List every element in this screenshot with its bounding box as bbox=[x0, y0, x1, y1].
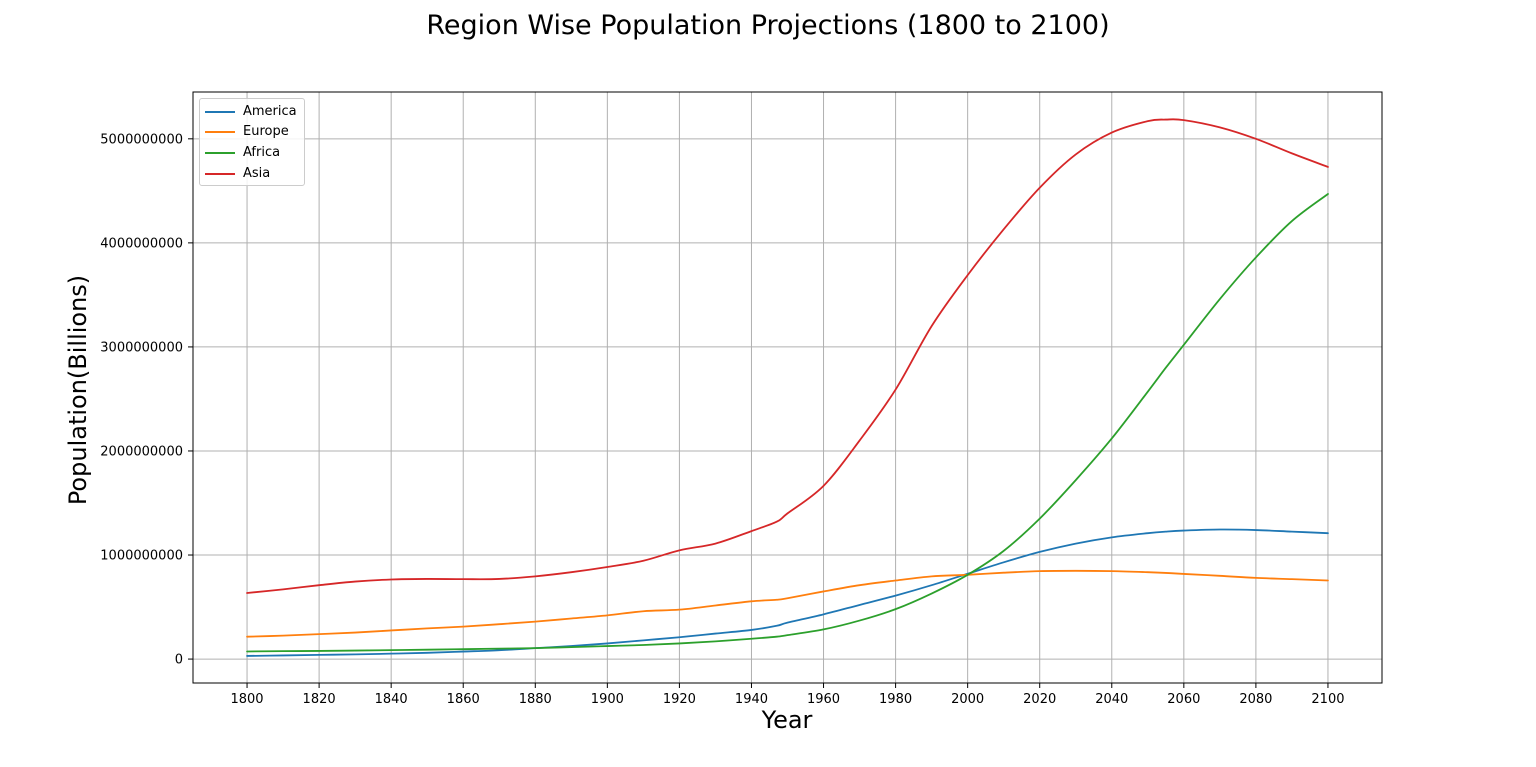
y-tick-label: 1000000000 bbox=[100, 549, 183, 564]
legend: America Europe Africa Asia bbox=[199, 98, 305, 186]
tick-layer: 1800 1820 1840 1860 1880 1900 1920 1940 1960 1980… bbox=[100, 132, 1344, 707]
x-tick-label: 1840 bbox=[375, 692, 408, 707]
x-tick-label: 1800 bbox=[230, 692, 263, 707]
legend-item-america: America bbox=[205, 103, 305, 121]
legend-swatch-america bbox=[205, 111, 235, 113]
chart-title: Region Wise Population Projections (1800… bbox=[426, 10, 1110, 41]
grid-layer bbox=[193, 92, 1382, 683]
legend-label-europe: Europe bbox=[243, 124, 289, 139]
y-tick-label: 3000000000 bbox=[100, 340, 183, 355]
x-tick-label: 1860 bbox=[447, 692, 480, 707]
series-line-europe bbox=[246, 569, 1329, 638]
series-line-asia bbox=[246, 118, 1329, 594]
y-tick-label: 2000000000 bbox=[100, 444, 183, 459]
y-tick-label: 5000000000 bbox=[100, 132, 183, 147]
x-tick-label: 1940 bbox=[735, 692, 768, 707]
legend-label-asia: Asia bbox=[243, 166, 271, 181]
legend-label-africa: Africa bbox=[243, 145, 281, 160]
legend-item-africa: Africa bbox=[205, 144, 305, 162]
x-tick-label: 2040 bbox=[1095, 692, 1128, 707]
y-tick-label: 4000000000 bbox=[100, 236, 183, 251]
series-layer bbox=[246, 118, 1329, 657]
x-tick-label: 2080 bbox=[1239, 692, 1272, 707]
legend-swatch-asia bbox=[205, 173, 235, 175]
x-tick-label: 2000 bbox=[951, 692, 984, 707]
plot-frame bbox=[192, 91, 1383, 684]
x-tick-label: 1980 bbox=[879, 692, 912, 707]
series-line-africa bbox=[246, 193, 1329, 653]
y-axis-label: Population(Billions) bbox=[64, 274, 92, 506]
x-tick-label: 1900 bbox=[591, 692, 624, 707]
legend-item-asia: Asia bbox=[205, 165, 305, 183]
x-tick-label: 2060 bbox=[1167, 692, 1200, 707]
legend-swatch-europe bbox=[205, 131, 235, 133]
x-tick-label: 1820 bbox=[303, 692, 336, 707]
series-line-america bbox=[246, 528, 1329, 657]
x-axis-label: Year bbox=[761, 706, 813, 734]
y-tick-label: 0 bbox=[175, 653, 183, 668]
x-tick-label: 2020 bbox=[1023, 692, 1056, 707]
x-tick-label: 1920 bbox=[663, 692, 696, 707]
legend-item-europe: Europe bbox=[205, 123, 305, 141]
legend-swatch-africa bbox=[205, 152, 235, 154]
legend-label-america: America bbox=[243, 104, 297, 119]
x-tick-label: 2100 bbox=[1311, 692, 1344, 707]
x-tick-label: 1960 bbox=[807, 692, 840, 707]
x-tick-label: 1880 bbox=[519, 692, 552, 707]
